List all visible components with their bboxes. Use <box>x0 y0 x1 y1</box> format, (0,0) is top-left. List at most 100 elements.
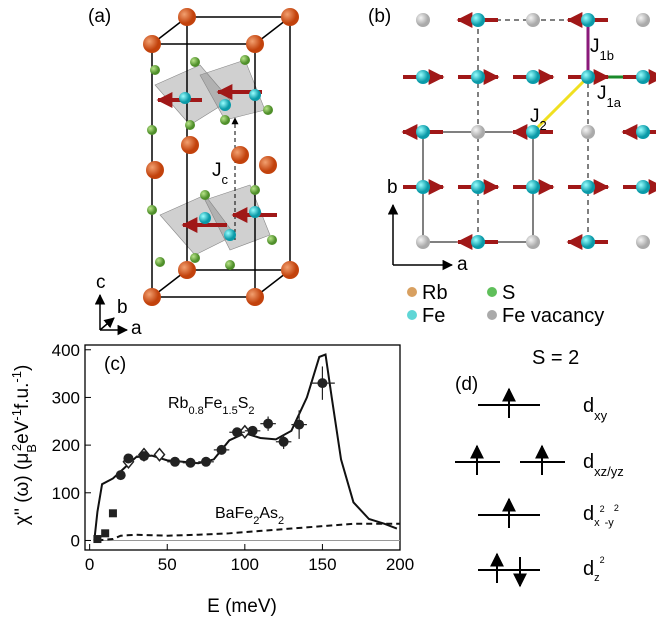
fe-atom <box>636 180 650 194</box>
t: xy <box>594 408 608 423</box>
fe-atom <box>416 125 430 139</box>
y-tick-label: 0 <box>71 531 80 550</box>
fe-atom <box>581 13 595 27</box>
j-sub: 1a <box>607 95 622 110</box>
t: 2 <box>614 503 619 513</box>
legend-dot <box>487 287 497 297</box>
data-point <box>294 420 304 430</box>
fe-vacancy <box>416 235 430 249</box>
atom <box>250 185 260 195</box>
axis-c: c <box>96 272 106 293</box>
y-axis-label: χ'' (ω) (μB2eV-1f.u.-1) <box>9 365 39 526</box>
t: d <box>583 451 594 473</box>
t: 0.8 <box>188 405 203 417</box>
atom <box>281 261 299 279</box>
panel-label: (a) <box>88 6 111 27</box>
data-point <box>232 427 242 437</box>
fe-atom <box>471 13 485 27</box>
t: As <box>259 505 278 522</box>
fe-vacancy <box>526 235 540 249</box>
fe-atom <box>416 70 430 84</box>
series-line <box>97 524 400 541</box>
t: d <box>583 395 594 417</box>
t: 2 <box>248 405 254 417</box>
j: J <box>212 160 222 181</box>
fe-vacancy <box>581 125 595 139</box>
figure: (a) Jc c b a (b) b a J1b J1a J2 Rb S Fe … <box>0 0 656 623</box>
atom <box>200 190 210 200</box>
fe-atom <box>526 125 540 139</box>
atom <box>181 136 199 154</box>
panel-label: (d) <box>455 374 478 395</box>
y-tick-label: 400 <box>52 341 80 360</box>
atom <box>225 260 235 270</box>
data-point <box>101 529 109 537</box>
data-point <box>139 451 149 461</box>
axis-arrow <box>100 318 114 330</box>
x-tick-label: 200 <box>386 555 414 574</box>
y-tick-label: 300 <box>52 388 80 407</box>
j-sub: 2 <box>540 118 547 133</box>
orbital-label: dxz/yz <box>583 451 624 479</box>
t: S <box>238 395 249 412</box>
title: S = 2 <box>532 347 579 369</box>
atom <box>199 212 211 224</box>
atom <box>220 115 230 125</box>
x-tick-label: 0 <box>85 555 94 574</box>
panel-label: (b) <box>368 6 391 27</box>
t: -1 <box>9 371 24 383</box>
fe-atom <box>526 70 540 84</box>
t: 2 <box>600 504 605 514</box>
orbital-diagram: S = 2 (d) dxy dxz/yz dx2-y2 dz2 <box>455 347 624 586</box>
t: 2 <box>278 515 284 527</box>
legend-dot <box>487 310 497 320</box>
fe-atom <box>636 70 650 84</box>
atom <box>249 89 261 101</box>
magnetic-lattice: (b) b a J1b J1a J2 Rb S Fe Fe vacancy <box>368 6 656 327</box>
j1a-label: J1a <box>597 83 622 110</box>
jc-label: Jc <box>212 160 229 187</box>
t: f.u. <box>12 383 33 409</box>
annotation: BaFe2As2 <box>215 505 284 527</box>
orbital-label: dx2-y2 <box>583 503 619 529</box>
t: z <box>594 572 600 584</box>
t: -1 <box>9 409 24 421</box>
x-tick-label: 150 <box>308 555 336 574</box>
atom <box>246 288 264 306</box>
t: ) <box>12 365 33 371</box>
y-tick-label: 200 <box>52 436 80 455</box>
fe-atom <box>581 70 595 84</box>
t: χ'' (ω) (μ <box>12 453 33 526</box>
data-point <box>123 453 133 463</box>
fe-atom <box>581 235 595 249</box>
data-point <box>248 426 258 436</box>
legend-text: Rb <box>422 282 448 304</box>
fe-vacancy <box>471 125 485 139</box>
atom <box>155 257 165 267</box>
orbital-label: dz2 <box>583 555 605 584</box>
t: d <box>583 558 594 580</box>
fe-atom <box>471 180 485 194</box>
data-point <box>317 378 327 388</box>
atom <box>147 205 157 215</box>
annotation: Rb0.8Fe1.5S2 <box>168 395 255 417</box>
fe-atom <box>636 125 650 139</box>
fe-atom <box>581 180 595 194</box>
atom <box>240 55 250 65</box>
atom <box>190 253 200 263</box>
legend-text: S <box>502 282 515 304</box>
atom <box>219 99 231 111</box>
data-point <box>279 437 289 447</box>
orbital-label: dxy <box>583 395 608 423</box>
t: -y <box>605 517 615 529</box>
fe-atom <box>526 180 540 194</box>
axis-b: b <box>117 297 128 318</box>
atom <box>224 229 236 241</box>
legend-text: Fe vacancy <box>502 305 604 327</box>
j-sub: 1b <box>600 48 614 63</box>
fe-atom <box>471 235 485 249</box>
t: xz/yz <box>594 464 624 479</box>
atom <box>179 92 191 104</box>
atom <box>150 65 160 75</box>
legend-dot <box>407 287 417 297</box>
